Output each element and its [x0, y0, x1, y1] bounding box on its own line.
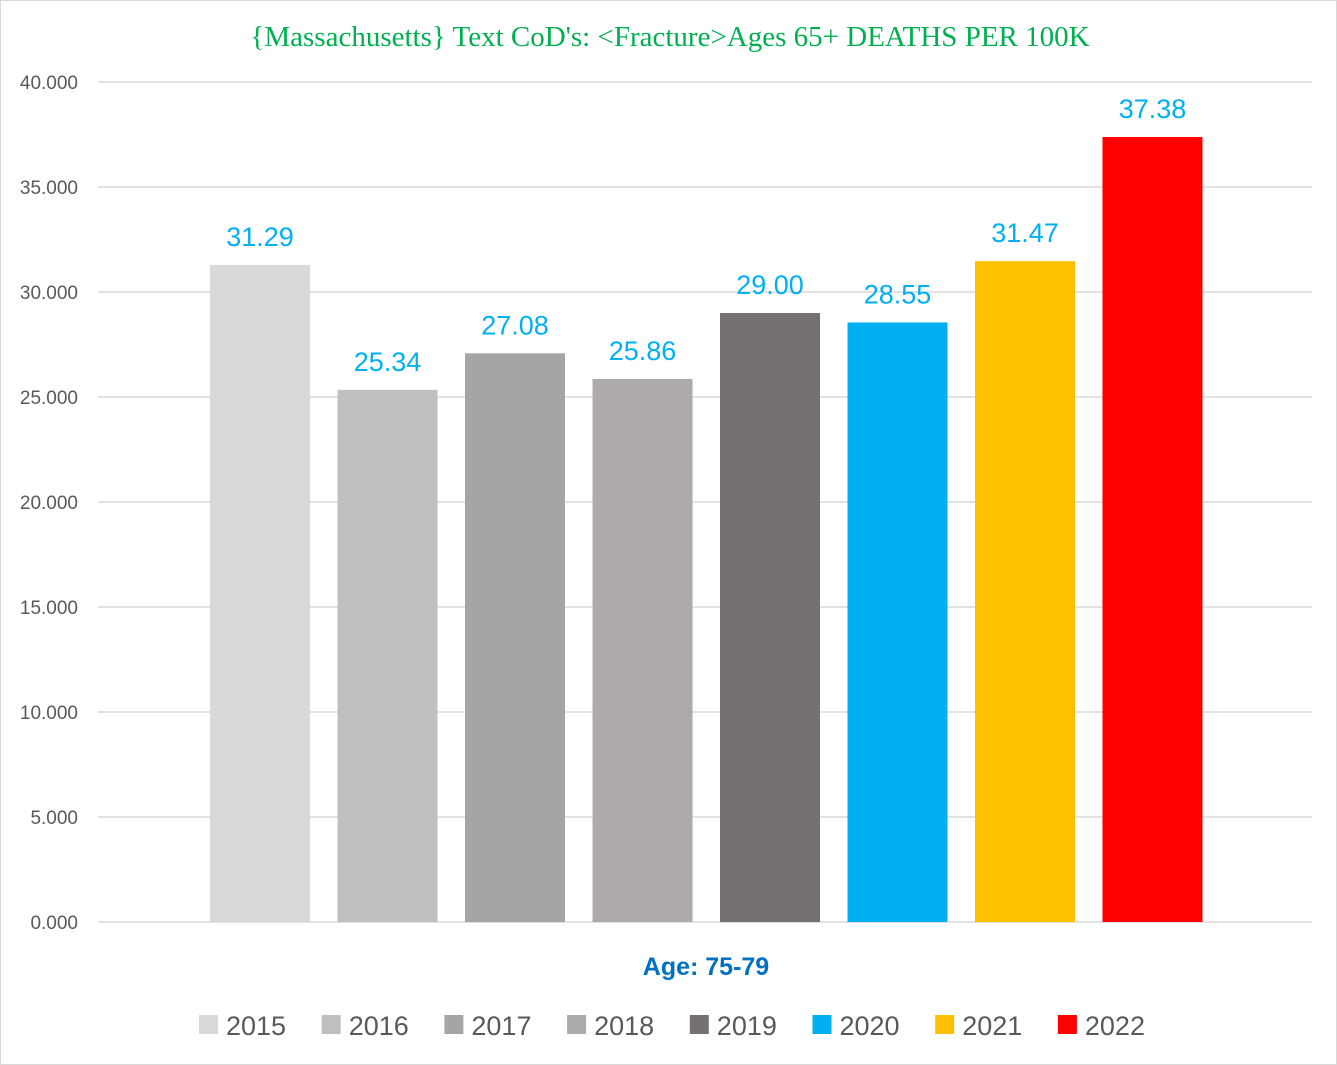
data-label-2016: 25.34	[354, 347, 422, 377]
data-label-2015: 31.29	[226, 222, 294, 252]
y-tick-label: 25.000	[20, 388, 78, 409]
legend-label-2022: 2022	[1085, 1011, 1145, 1041]
legend-label-2016: 2016	[349, 1011, 409, 1041]
data-label-2019: 29.00	[736, 270, 804, 300]
data-labels: 31.29 25.34 27.08 25.86 29.00 28.55 31.47 37.38	[226, 94, 1186, 377]
bar-2015	[210, 264, 310, 922]
legend-swatch-2022	[1057, 1015, 1077, 1034]
y-tick-label: 35.000	[20, 178, 78, 199]
x-axis-label: Age: 75-79	[643, 953, 769, 981]
bars	[210, 137, 1203, 922]
bar-2021	[975, 261, 1075, 922]
legend-swatch-2020	[812, 1015, 832, 1034]
y-tick-label: 10.000	[20, 703, 78, 724]
legend-label-2017: 2017	[471, 1011, 531, 1041]
y-tick-label: 15.000	[20, 598, 78, 619]
legend-label-2019: 2019	[717, 1011, 777, 1041]
legend-label-2015: 2015	[226, 1011, 286, 1041]
chart-title: {Massachusetts} Text CoD's: <Fracture>Ag…	[250, 21, 1089, 53]
bar-2019	[720, 313, 820, 922]
data-label-2017: 27.08	[481, 310, 549, 340]
legend-label-2021: 2021	[962, 1011, 1022, 1041]
legend: 2015 2016 2017 2018 2019 2020 2021 2022	[199, 1011, 1145, 1041]
legend-swatch-2018	[567, 1015, 587, 1034]
bar-2022	[1102, 137, 1203, 922]
bar-2016	[337, 389, 438, 922]
legend-swatch-2017	[444, 1015, 464, 1034]
y-tick-label: 30.000	[20, 283, 78, 304]
data-label-2018: 25.86	[609, 336, 677, 366]
legend-swatch-2021	[935, 1015, 955, 1034]
y-tick-label: 0.000	[30, 913, 78, 934]
legend-label-2018: 2018	[594, 1011, 654, 1041]
bar-2020	[847, 322, 948, 922]
bar-2017	[465, 353, 565, 922]
legend-swatch-2015	[199, 1015, 218, 1034]
data-label-2020: 28.55	[864, 279, 932, 309]
data-label-2022: 37.38	[1119, 94, 1187, 124]
legend-label-2020: 2020	[840, 1011, 900, 1041]
y-tick-label: 5.000	[30, 808, 78, 829]
legend-swatch-2019	[689, 1015, 709, 1034]
legend-swatch-2016	[321, 1015, 341, 1034]
y-tick-label: 20.000	[20, 493, 78, 514]
bar-2018	[592, 378, 693, 922]
y-tick-label: 40.000	[20, 73, 78, 94]
data-label-2021: 31.47	[991, 218, 1059, 248]
y-axis-ticks: 0.000 5.000 10.000 15.000 20.000 25.000 30.000…	[20, 73, 78, 934]
